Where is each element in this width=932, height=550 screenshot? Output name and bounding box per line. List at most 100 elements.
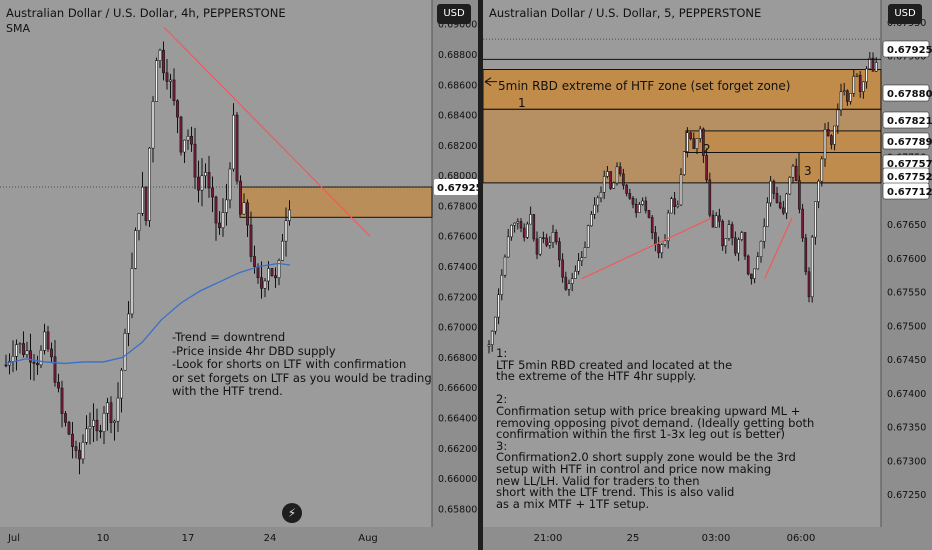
candle-body bbox=[113, 420, 116, 423]
y-tick-label: 0.67450 bbox=[887, 355, 926, 366]
x-tick-label: 24 bbox=[264, 533, 277, 544]
candle-body bbox=[218, 222, 221, 229]
candle-body bbox=[743, 232, 747, 257]
candle-body bbox=[801, 208, 804, 239]
price-tag-text: 0.67712 bbox=[887, 187, 932, 198]
time-axis bbox=[0, 527, 478, 550]
right-currency-button[interactable]: USD bbox=[888, 4, 922, 24]
x-tick-label: 10 bbox=[97, 533, 110, 544]
candle-body bbox=[826, 129, 830, 136]
candle-body bbox=[554, 232, 558, 243]
candle-body bbox=[270, 268, 274, 276]
panel-divider[interactable] bbox=[478, 0, 483, 550]
price-tag-text: 0.67925 bbox=[887, 45, 932, 56]
right-chart-canvas[interactable]: 0.679500.679000.678500.678000.677500.677… bbox=[483, 0, 932, 550]
candle-body bbox=[814, 201, 817, 238]
price-tag-text: 0.67752 bbox=[887, 172, 932, 183]
candle-body bbox=[721, 220, 724, 247]
candle-body bbox=[162, 49, 165, 74]
time-axis bbox=[483, 527, 932, 550]
left-chart-title: Australian Dollar / U.S. Dollar, 4h, PEP… bbox=[6, 6, 286, 20]
marker-3: 3 bbox=[804, 164, 812, 178]
y-tick-label: 0.68600 bbox=[438, 80, 477, 91]
candle-body bbox=[657, 244, 660, 254]
marker-2: 2 bbox=[703, 142, 711, 156]
y-tick-label: 0.66600 bbox=[438, 383, 477, 394]
right-chart-panel[interactable]: 0.679500.679000.678500.678000.677500.677… bbox=[483, 0, 932, 550]
zone-rect bbox=[798, 151, 882, 184]
candle-body bbox=[862, 81, 865, 92]
candle-body bbox=[644, 200, 648, 211]
candle-body bbox=[714, 215, 718, 228]
candle-body bbox=[109, 402, 113, 423]
candle-body bbox=[570, 278, 574, 284]
y-tick-label: 0.67400 bbox=[438, 262, 477, 273]
candle-body bbox=[766, 202, 769, 227]
candle-body bbox=[865, 68, 868, 83]
x-tick-label: Jul bbox=[7, 533, 20, 544]
candle-body bbox=[43, 331, 46, 351]
candle-body bbox=[695, 138, 699, 149]
candle-body bbox=[106, 402, 109, 414]
sma-indicator-label[interactable]: SMA bbox=[6, 22, 30, 35]
candle-body bbox=[127, 313, 130, 334]
candle-body bbox=[235, 114, 239, 182]
candle-body bbox=[99, 430, 102, 433]
candle-body bbox=[650, 217, 654, 233]
candle-body bbox=[53, 356, 57, 383]
candle-body bbox=[526, 223, 529, 238]
candle-body bbox=[95, 419, 99, 432]
y-tick-label: 0.67550 bbox=[887, 288, 926, 299]
candle-body bbox=[545, 237, 548, 246]
left-currency-button[interactable]: USD bbox=[437, 4, 471, 24]
candle-body bbox=[57, 381, 60, 389]
candle-body bbox=[516, 221, 520, 224]
y-tick-label: 0.67350 bbox=[887, 423, 926, 434]
price-tag-text: 0.67757 bbox=[887, 159, 932, 170]
candle-body bbox=[242, 202, 246, 215]
candle-body bbox=[724, 238, 728, 247]
candle-body bbox=[820, 158, 824, 182]
candle-body bbox=[823, 129, 827, 160]
y-tick-label: 0.67300 bbox=[887, 456, 926, 467]
candle-body bbox=[551, 232, 555, 243]
candle-body bbox=[564, 276, 568, 290]
candle-body bbox=[535, 238, 539, 255]
y-tick-label: 0.66400 bbox=[438, 413, 477, 424]
pivot-trendline bbox=[764, 217, 793, 279]
lightning-logo-icon[interactable]: ⚡ bbox=[282, 503, 302, 523]
y-tick-label: 0.67200 bbox=[438, 292, 477, 303]
candle-body bbox=[612, 182, 616, 189]
y-tick-label: 0.66800 bbox=[438, 353, 477, 364]
candle-body bbox=[190, 135, 193, 145]
candle-body bbox=[842, 90, 846, 93]
right-chart-notes: 1: LTF 5min RBD created and located at t… bbox=[496, 346, 815, 511]
candle-body bbox=[705, 155, 708, 181]
candle-body bbox=[134, 230, 137, 269]
candle-body bbox=[522, 227, 526, 238]
candle-body bbox=[263, 280, 267, 289]
candle-body bbox=[593, 204, 596, 215]
candle-body bbox=[207, 172, 211, 189]
candle-body bbox=[246, 202, 249, 226]
candle-body bbox=[689, 132, 692, 139]
candle-body bbox=[673, 198, 676, 207]
candle-body bbox=[78, 450, 81, 460]
candle-body bbox=[211, 187, 214, 198]
candle-body bbox=[4, 364, 8, 367]
candle-body bbox=[711, 214, 715, 228]
candle-body bbox=[123, 333, 127, 371]
y-tick-label: 0.67250 bbox=[887, 490, 926, 501]
candle-body bbox=[676, 204, 680, 207]
candle-body bbox=[548, 242, 552, 246]
candle-body bbox=[288, 209, 291, 221]
candle-body bbox=[253, 256, 256, 267]
candle-body bbox=[249, 224, 253, 257]
candle-body bbox=[513, 222, 516, 226]
candle-body bbox=[778, 202, 782, 209]
candle-body bbox=[232, 114, 235, 170]
candle-body bbox=[586, 225, 590, 248]
left-chart-panel[interactable]: 0.69000 0.68800 0.68600 0.68400 0.68200 0.680… bbox=[0, 0, 478, 550]
candle-body bbox=[670, 198, 673, 214]
left-chart-canvas[interactable]: 0.69000 0.68800 0.68600 0.68400 0.68200 0.680… bbox=[0, 0, 478, 550]
